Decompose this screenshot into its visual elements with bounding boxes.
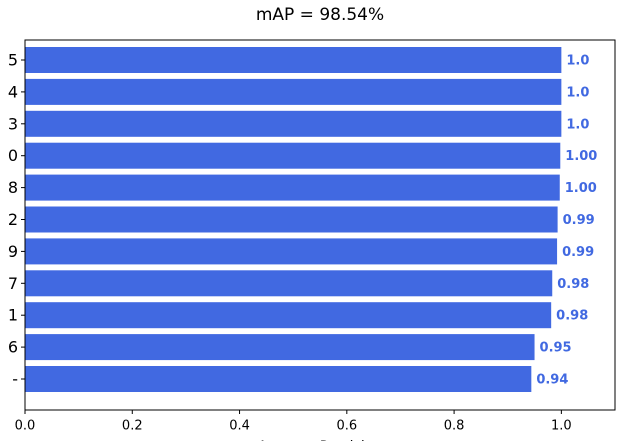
bar [25, 270, 553, 297]
x-tick-label: 0.0 [15, 419, 36, 434]
bar [25, 110, 562, 137]
value-label: 0.98 [557, 277, 589, 292]
bar [25, 366, 532, 392]
value-label: 1.0 [566, 85, 589, 100]
y-tick-label: 3 [8, 114, 18, 133]
y-tick-label: 8 [8, 178, 18, 197]
bar [25, 334, 535, 361]
chart-title: mAP = 98.54% [256, 5, 384, 25]
x-tick-label: 1.0 [551, 419, 572, 434]
value-label: 0.99 [563, 213, 595, 228]
y-tick-label: 4 [8, 82, 18, 101]
plot-frame [24, 39, 616, 411]
y-tick-label: 9 [8, 242, 18, 261]
y-tick-label: 2 [8, 210, 18, 229]
value-label: 0.95 [540, 341, 572, 356]
x-tick-label: 0.4 [229, 419, 250, 434]
x-tick-label: 0.6 [336, 419, 357, 434]
x-tick-label: 0.2 [122, 419, 143, 434]
bar [25, 47, 562, 73]
y-tick-label: 6 [8, 338, 18, 357]
x-tick-label: 0.8 [444, 419, 465, 434]
bar [25, 174, 560, 201]
y-tick-label: 0 [8, 146, 18, 165]
value-label: 0.98 [556, 309, 588, 324]
value-label: 0.94 [536, 373, 568, 388]
y-tick-label: 5 [8, 51, 18, 70]
value-label: 1.00 [565, 181, 597, 196]
value-label: 1.00 [565, 149, 597, 164]
bar [25, 238, 558, 265]
bar [25, 78, 562, 105]
value-label: 1.0 [566, 117, 589, 132]
bar [25, 142, 561, 169]
bar [25, 206, 558, 233]
y-tick-label: - [12, 370, 18, 389]
bar [25, 302, 552, 329]
value-label: 1.0 [566, 54, 589, 69]
y-tick-label: 7 [8, 274, 18, 293]
y-tick-label: 1 [8, 306, 18, 325]
x-axis-label: Average Precision [258, 439, 382, 441]
value-label: 0.99 [562, 245, 594, 260]
